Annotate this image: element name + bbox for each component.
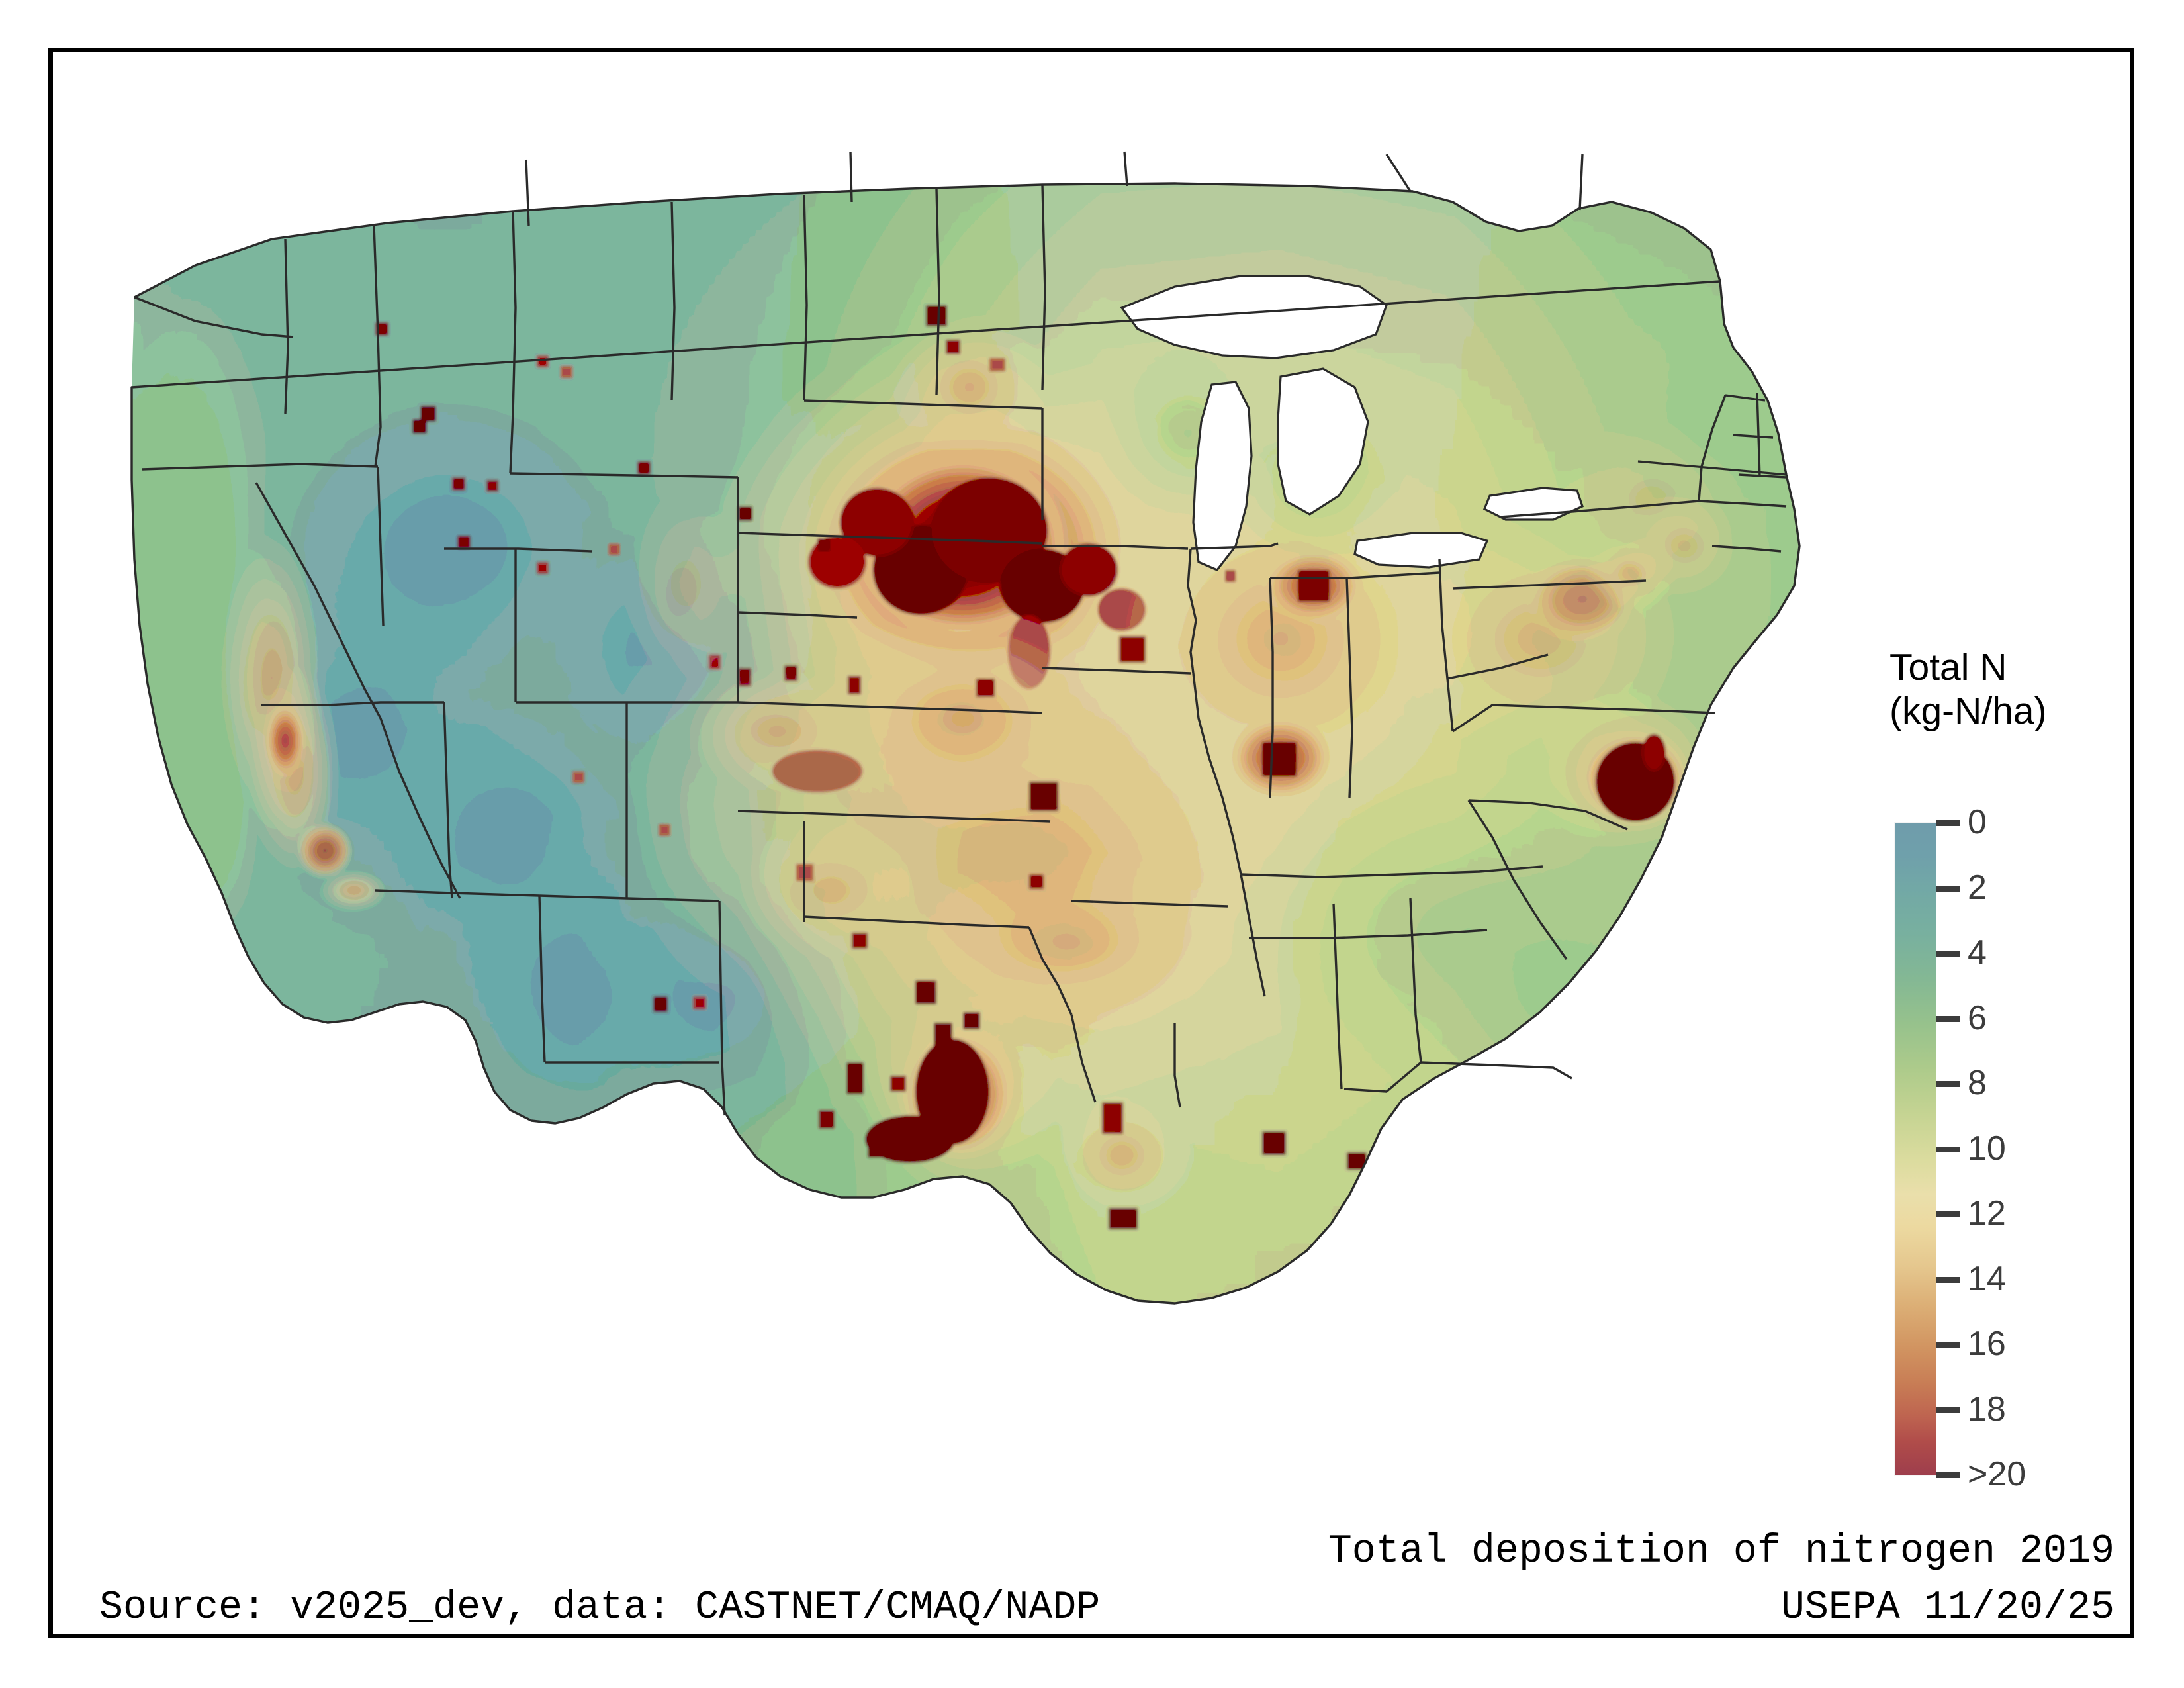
colorbar-tick-label: 10 (1968, 1129, 2006, 1168)
colorbar-tick-label: 0 (1968, 803, 1987, 841)
map-svg (116, 149, 1876, 1446)
domain-edge (1637, 460, 1787, 476)
colorbar-tick-mark (1936, 1472, 1960, 1478)
colorbar-tick-label: 8 (1968, 1064, 1987, 1102)
colorbar-gradient (1894, 822, 1936, 1476)
colorbar-tick-label: 2 (1968, 868, 1987, 907)
colorbar-tick-label: 6 (1968, 998, 1987, 1037)
colorbar-tick-mark (1936, 1146, 1960, 1152)
colorbar-tick-label: 16 (1968, 1325, 2006, 1363)
colorbar-title-line1: Total N (1889, 646, 2007, 688)
source-caption: Source: v2025_dev, data: CASTNET/CMAQ/NA… (99, 1585, 1101, 1630)
colorbar-tick-label: >20 (1968, 1455, 2026, 1493)
colorbar-tick-mark (1936, 1276, 1960, 1283)
colorbar-tick-label: 18 (1968, 1389, 2006, 1429)
state-boundaries (130, 151, 1801, 1305)
colorbar-tick-mark (1936, 885, 1960, 892)
colorbar-tick-mark (1936, 951, 1960, 957)
colorbar-tick-mark (1936, 1015, 1960, 1022)
colorbar-tick-mark (1936, 820, 1960, 826)
great-lakes (1120, 275, 1584, 571)
colorbar-tick-label: 14 (1968, 1259, 2006, 1298)
colorbar: Total N (kg-N/ha) 0 2 4 6 8 10 12 14 16 18 >20 (1883, 645, 2108, 1499)
colorbar-tick-mark (1936, 1342, 1960, 1348)
colorbar-title: Total N (kg-N/ha) (1889, 645, 2047, 733)
agency-caption: USEPA 11/20/25 (1780, 1585, 2115, 1630)
deposition-map (116, 149, 1876, 1446)
colorbar-tick-mark (1936, 1407, 1960, 1413)
colorbar-tick-label: 12 (1968, 1194, 2006, 1233)
colorbar-title-line2: (kg-N/ha) (1889, 690, 2047, 732)
map-title: Total deposition of nitrogen 2019 (1328, 1529, 2115, 1574)
colorbar-tick-mark (1936, 1211, 1960, 1217)
colorbar-tick-label: 4 (1968, 933, 1987, 972)
colorbar-tick-mark (1936, 1081, 1960, 1087)
